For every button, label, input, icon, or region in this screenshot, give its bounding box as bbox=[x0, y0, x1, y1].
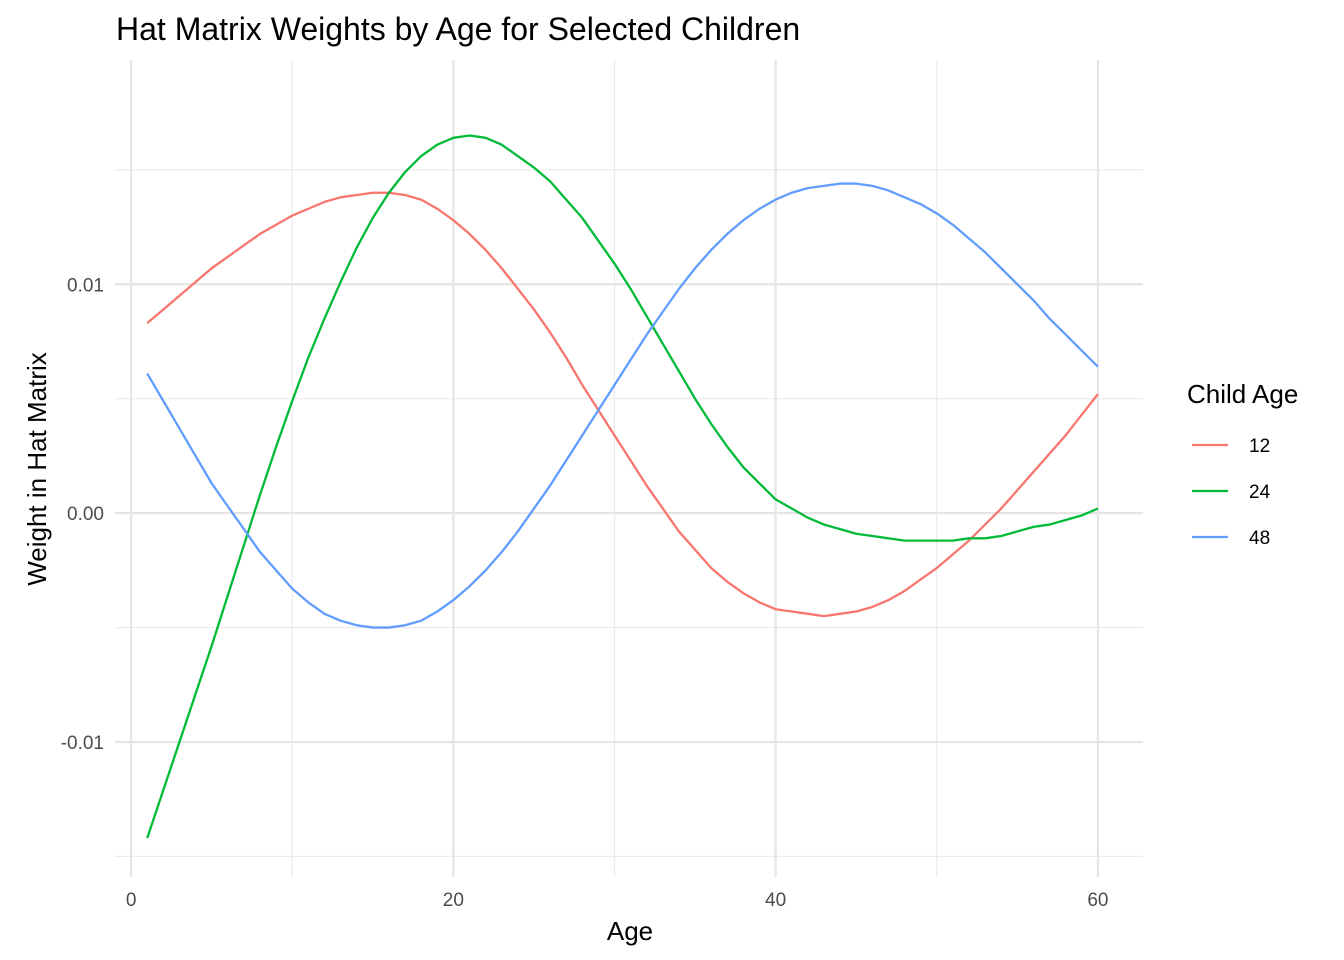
y-axis-title: Weight in Hat Matrix bbox=[22, 352, 52, 586]
series-lines bbox=[146, 134, 1099, 839]
legend-label-48: 48 bbox=[1249, 528, 1270, 549]
legend-title: Child Age bbox=[1187, 379, 1298, 409]
series-line-12 bbox=[146, 191, 1099, 618]
legend-label-24: 24 bbox=[1249, 482, 1271, 503]
y-tick-label: -0.01 bbox=[61, 733, 104, 754]
series-line-48 bbox=[146, 182, 1099, 629]
y-tick-label: 0.01 bbox=[67, 275, 104, 296]
legend: Child Age 12 24 48 bbox=[1187, 379, 1298, 549]
y-axis-tick-labels: -0.01 0.00 0.01 bbox=[61, 275, 104, 754]
x-tick-label: 40 bbox=[765, 890, 786, 911]
x-axis-title: Age bbox=[607, 916, 653, 946]
x-tick-label: 20 bbox=[443, 890, 464, 911]
series-line-24 bbox=[146, 134, 1099, 839]
y-tick-label: 0.00 bbox=[67, 504, 104, 525]
legend-label-12: 12 bbox=[1249, 436, 1270, 457]
minor-gridlines bbox=[115, 60, 1143, 877]
x-tick-label: 60 bbox=[1087, 890, 1108, 911]
x-axis-tick-labels: 0 20 40 60 bbox=[126, 890, 1109, 911]
chart-title: Hat Matrix Weights by Age for Selected C… bbox=[116, 11, 800, 47]
legend-items: 12 24 48 bbox=[1192, 436, 1271, 549]
x-tick-label: 0 bbox=[126, 890, 137, 911]
